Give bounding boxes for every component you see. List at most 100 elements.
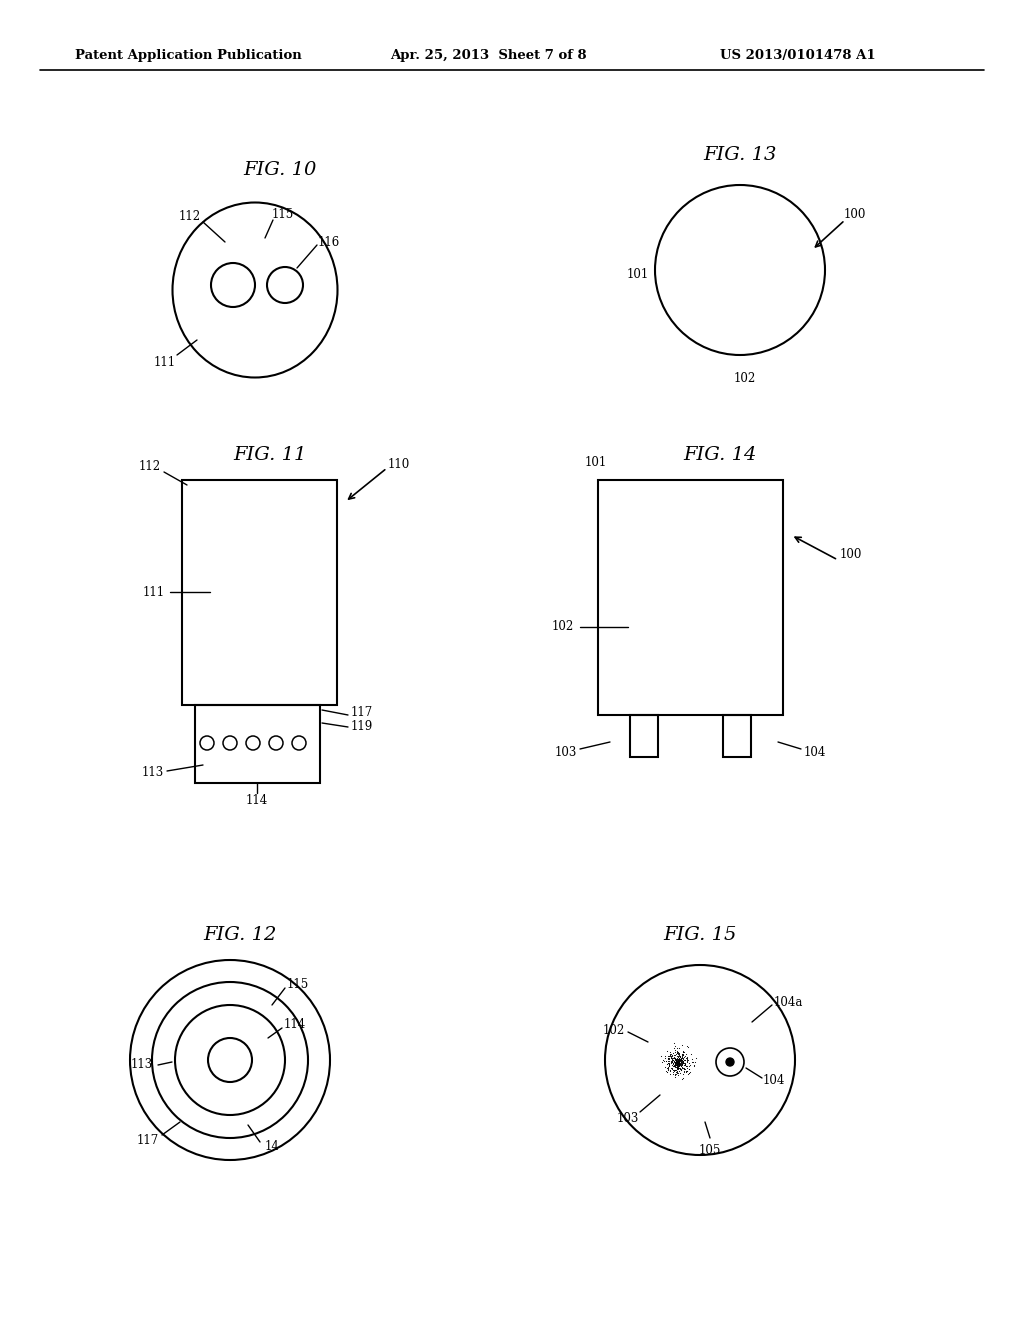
Point [674,1047,690,1068]
Point [677,1045,693,1067]
Point [666,1051,682,1072]
Point [660,1045,677,1067]
Point [674,1045,690,1067]
Point [669,1051,685,1072]
Text: 102: 102 [734,371,756,384]
Point [666,1060,682,1081]
Point [682,1061,698,1082]
Point [680,1049,696,1071]
Point [669,1038,685,1059]
Point [670,1052,686,1073]
Point [663,1057,679,1078]
Point [666,1051,682,1072]
Point [666,1048,682,1069]
Text: 111: 111 [154,355,176,368]
Point [678,1055,694,1076]
Point [670,1051,686,1072]
Point [667,1057,683,1078]
Point [666,1051,682,1072]
Point [669,1045,685,1067]
Point [663,1053,679,1074]
Point [660,1052,677,1073]
Point [671,1044,687,1065]
Point [671,1053,687,1074]
Point [674,1047,690,1068]
Point [664,1051,680,1072]
Text: 115: 115 [272,209,294,222]
Point [670,1049,686,1071]
Point [671,1049,687,1071]
Point [664,1051,680,1072]
Point [659,1059,676,1080]
Point [671,1052,687,1073]
Point [666,1049,682,1071]
Point [670,1059,686,1080]
Point [675,1041,691,1063]
Point [669,1051,685,1072]
Point [671,1055,687,1076]
Point [670,1055,686,1076]
Point [670,1057,686,1078]
Point [672,1053,688,1074]
Point [670,1048,686,1069]
Point [668,1049,684,1071]
Point [668,1049,684,1071]
Point [670,1052,686,1073]
Point [656,1056,673,1077]
Point [668,1061,684,1082]
Point [667,1059,683,1080]
Point [670,1052,686,1073]
Point [671,1051,687,1072]
Point [675,1063,691,1084]
Point [675,1049,691,1071]
Text: 110: 110 [388,458,411,470]
Point [667,1048,683,1069]
Point [674,1034,690,1055]
Text: 100: 100 [844,209,866,222]
Point [677,1052,693,1073]
Point [658,1057,675,1078]
Text: 112: 112 [139,459,161,473]
Point [666,1060,682,1081]
Point [667,1055,683,1076]
Point [670,1051,686,1072]
Circle shape [726,1059,734,1067]
Point [670,1049,686,1071]
Point [658,1060,675,1081]
Point [659,1045,676,1067]
Point [670,1052,686,1073]
Point [653,1051,670,1072]
Point [671,1045,687,1067]
Point [669,1048,685,1069]
Point [676,1049,692,1071]
Point [670,1051,686,1072]
Point [667,1032,683,1053]
Point [670,1049,686,1071]
Point [668,1055,684,1076]
Point [670,1052,686,1073]
Point [670,1052,686,1073]
Point [670,1047,686,1068]
Point [653,1045,670,1067]
Point [672,1059,688,1080]
Point [654,1049,671,1071]
Point [659,1060,676,1081]
Point [671,1051,687,1072]
Point [671,1051,687,1072]
Point [673,1049,689,1071]
Text: 114: 114 [284,1019,306,1031]
Point [673,1059,689,1080]
Point [671,1060,687,1081]
Point [662,1056,678,1077]
Point [675,1044,691,1065]
Point [674,1043,690,1064]
Point [670,1051,686,1072]
Point [672,1052,688,1073]
Point [680,1063,696,1084]
Point [670,1051,686,1072]
Point [668,1053,684,1074]
Point [668,1051,684,1072]
Point [671,1048,687,1069]
Text: 113: 113 [142,767,164,780]
Point [670,1052,686,1073]
